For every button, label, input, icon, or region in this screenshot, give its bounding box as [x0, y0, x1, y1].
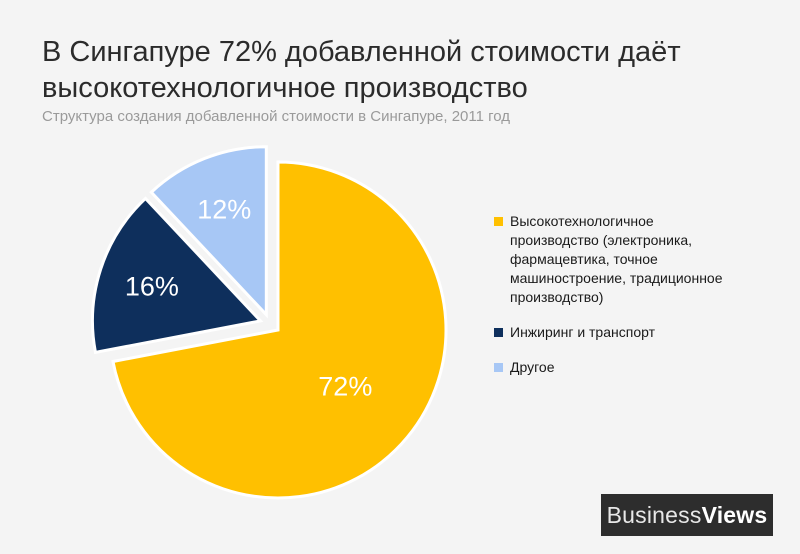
slice-other [149, 145, 268, 319]
chart-title: В Сингапуре 72% добавленной стоимости да… [42, 36, 681, 104]
slice-label-high-tech: 72% [318, 372, 372, 402]
legend-item-high-tech: Высокотехнологичное производство (электр… [494, 212, 744, 307]
slice-engineering [90, 196, 264, 355]
slice-label-engineering: 16% [125, 272, 179, 302]
businessviews-logo: Business Views [601, 494, 773, 536]
legend-item-engineering: Инжиринг и транспорт [494, 323, 744, 342]
chart-legend: Высокотехнологичное производство (электр… [494, 212, 744, 393]
legend-label-other: Другое [510, 359, 555, 375]
slice-label-other: 12% [197, 194, 251, 224]
chart-subtitle: Структура создания добавленной стоимости… [42, 108, 511, 125]
legend-swatch-high-tech [494, 217, 503, 226]
legend-label-high-tech: Высокотехнологичное производство (электр… [510, 213, 723, 305]
legend-swatch-other [494, 363, 503, 372]
legend-label-engineering: Инжиринг и транспорт [510, 324, 655, 340]
logo-text-business: Business [606, 501, 702, 528]
logo-text-views: Views [701, 501, 768, 528]
slice-high-tech [111, 160, 448, 500]
legend-item-other: Другое [494, 358, 744, 377]
legend-swatch-engineering [494, 328, 503, 337]
